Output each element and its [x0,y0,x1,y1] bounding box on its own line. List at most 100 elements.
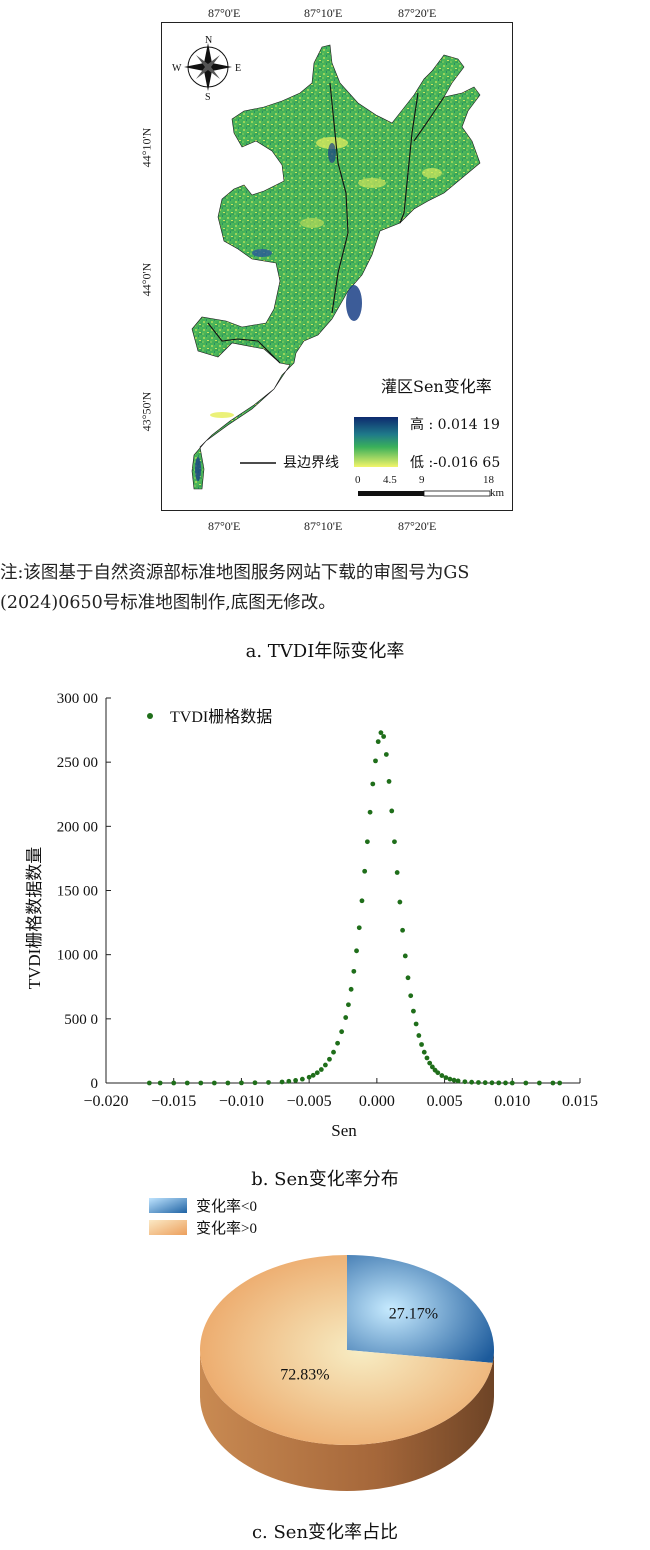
pie-legend-label-pos: 变化率>0 [196,1220,257,1237]
map-left-tick-2: 43°50'N [139,391,154,432]
map-bottom-tick-1: 87°10'E [304,519,343,533]
scatter-point [364,839,370,845]
scatter-ylabel: TVDI栅格数据数量 [25,847,44,990]
scatter-point [318,1067,324,1072]
bottom-tick-2: 87°20'E [398,515,436,534]
scatter-point [397,899,403,905]
scatter-x-tick-label: 0.015 [562,1093,598,1110]
caption-b: b. Sen变化率分布 [251,1169,399,1190]
scatter-point [413,1021,419,1027]
scatter-point [447,1076,453,1082]
scatter-point [171,1080,177,1086]
scatter-point [419,1042,424,1047]
scatter-point [400,927,405,933]
scatter-point [375,739,381,745]
scatter-point [322,1062,328,1068]
scatter-point [198,1080,204,1086]
compass-w: W [172,63,182,74]
scatter-point [455,1078,461,1084]
scatter-point [346,1002,351,1008]
scale-tick-1: 4.5 [383,474,397,486]
scatter-point [299,1076,305,1082]
map-svg: N S E W [172,35,491,497]
caption-c: c. Sen变化率占比 [251,1522,399,1543]
scatter-point [509,1080,515,1086]
top-tick-2: 87°20'E [398,2,436,21]
scatter-point [482,1080,488,1086]
scatter-point [394,870,400,875]
scatter-point [536,1080,542,1086]
scatter-point [386,779,392,784]
scatter-point [373,758,378,764]
scatter-point [331,1049,336,1055]
scatter-point [476,1080,481,1085]
scatter-point [266,1080,271,1085]
pie-value-label-pos: 72.83% [280,1367,329,1384]
scale-tick-2: 9 [419,474,425,486]
map-frame: N S E W [161,22,513,511]
scatter-point [503,1080,508,1086]
scatter-xlabel: Sen [331,1121,357,1140]
scatter-x-tick-label: −0.015 [151,1093,196,1110]
scatter-point [225,1080,231,1086]
pie-legend-swatch-pos [149,1220,187,1235]
scatter-point [252,1080,258,1086]
scatter-point [306,1074,312,1080]
scatter-x-tick-label: 0.000 [359,1093,395,1110]
scatter-y-tick-label: 300 00 [57,691,98,707]
scatter-point [354,948,359,954]
scatter-point [279,1079,285,1085]
scatter-point [293,1078,298,1083]
scatter-point [405,975,411,981]
scatter-point [335,1040,340,1046]
scatter-point [157,1080,163,1086]
scatter-point [429,1064,435,1070]
scatter-point [462,1079,468,1085]
scatter-point [389,808,395,814]
scatter-point [314,1070,320,1076]
map-bottom-tick-2: 87°20'E [398,519,437,533]
scatter-point [343,1015,349,1020]
county-boundaries [207,82,445,364]
map-legend-title: 灌区Sen变化率 [381,377,492,396]
scatter-point [489,1080,495,1086]
scatter-point [523,1080,529,1086]
scatter-point [383,752,389,757]
map-left-tick-0: 44°10'N [139,127,154,168]
compass-s: S [205,92,211,103]
scatter-point [469,1079,475,1085]
scatter-points [146,730,563,1086]
compass-n: N [205,35,212,46]
scatter-point [359,898,365,904]
scatter-point [416,1033,422,1038]
scatter-point [211,1080,217,1086]
scatter-point [146,1080,152,1086]
map-legend-high: 高 : 0.014 19 [410,417,500,433]
pie-group [200,1255,494,1491]
sen-pie-chart: 变化率<0 变化率>0 27.17% 72.83% [149,1198,494,1491]
irrigation-area [191,44,481,490]
scatter-point [356,925,362,931]
scatter-x-tick-label: −0.010 [219,1093,264,1110]
scale-tick-3: 18 [483,474,494,486]
note-line-2: (2024)0650号标准地图制作,底图无修改。 [0,593,336,613]
map-top-tick-0: 87°0'E [208,6,241,20]
pie-legend-swatch-neg [149,1198,187,1213]
figure-note: 注:该图基于自然资源部标准地图服务网站下载的审图号为GS (2024)0650号… [0,558,650,618]
sen-scatter-chart: −0.020 −0.015 −0.010 −0.005 0.000 0.005 0.010 0… [25,691,598,1140]
scatter-y-tick-label: 200 00 [57,819,98,835]
map-boundary-label: 县边界线 [283,455,339,471]
pie-legend: 变化率<0 变化率>0 [149,1198,257,1237]
scatter-y-tick-label: 150 00 [57,884,98,900]
scatter-point [424,1055,430,1061]
map-top-tick-1: 87°10'E [304,6,343,20]
scatter-point [286,1078,292,1084]
scale-unit: km [490,487,505,499]
scatter-legend-marker [147,713,153,719]
bottom-tick-0: 87°0'E [208,515,240,534]
scatter-legend-label: TVDI栅格数据 [170,708,272,726]
scatter-point [557,1080,563,1086]
map-legend-low: 低 :-0.016 65 [410,455,501,471]
top-tick-1: 87°10'E [304,2,342,21]
compass-e: E [235,63,241,74]
